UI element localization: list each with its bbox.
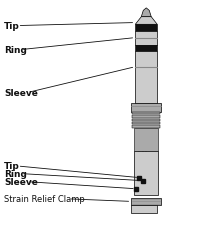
Bar xyxy=(132,126,160,128)
Text: Ring: Ring xyxy=(4,169,27,178)
Bar xyxy=(132,113,160,115)
Text: Tip: Tip xyxy=(4,162,20,171)
Polygon shape xyxy=(135,18,157,25)
Text: Ring: Ring xyxy=(4,46,27,55)
Text: Strain Relief Clamp: Strain Relief Clamp xyxy=(4,195,85,204)
Bar xyxy=(135,45,157,52)
Bar xyxy=(135,32,157,45)
Bar xyxy=(132,116,160,118)
Bar xyxy=(131,103,161,112)
Bar xyxy=(131,198,161,205)
Bar xyxy=(134,129,158,151)
Text: Tip: Tip xyxy=(4,22,20,31)
Polygon shape xyxy=(141,9,151,18)
Bar xyxy=(131,205,157,213)
Bar xyxy=(135,25,157,32)
Text: Sleeve: Sleeve xyxy=(4,177,38,186)
Bar xyxy=(134,151,158,195)
Text: Sleeve: Sleeve xyxy=(4,89,38,98)
Bar xyxy=(132,122,160,125)
Bar xyxy=(132,119,160,121)
Bar xyxy=(135,52,157,103)
